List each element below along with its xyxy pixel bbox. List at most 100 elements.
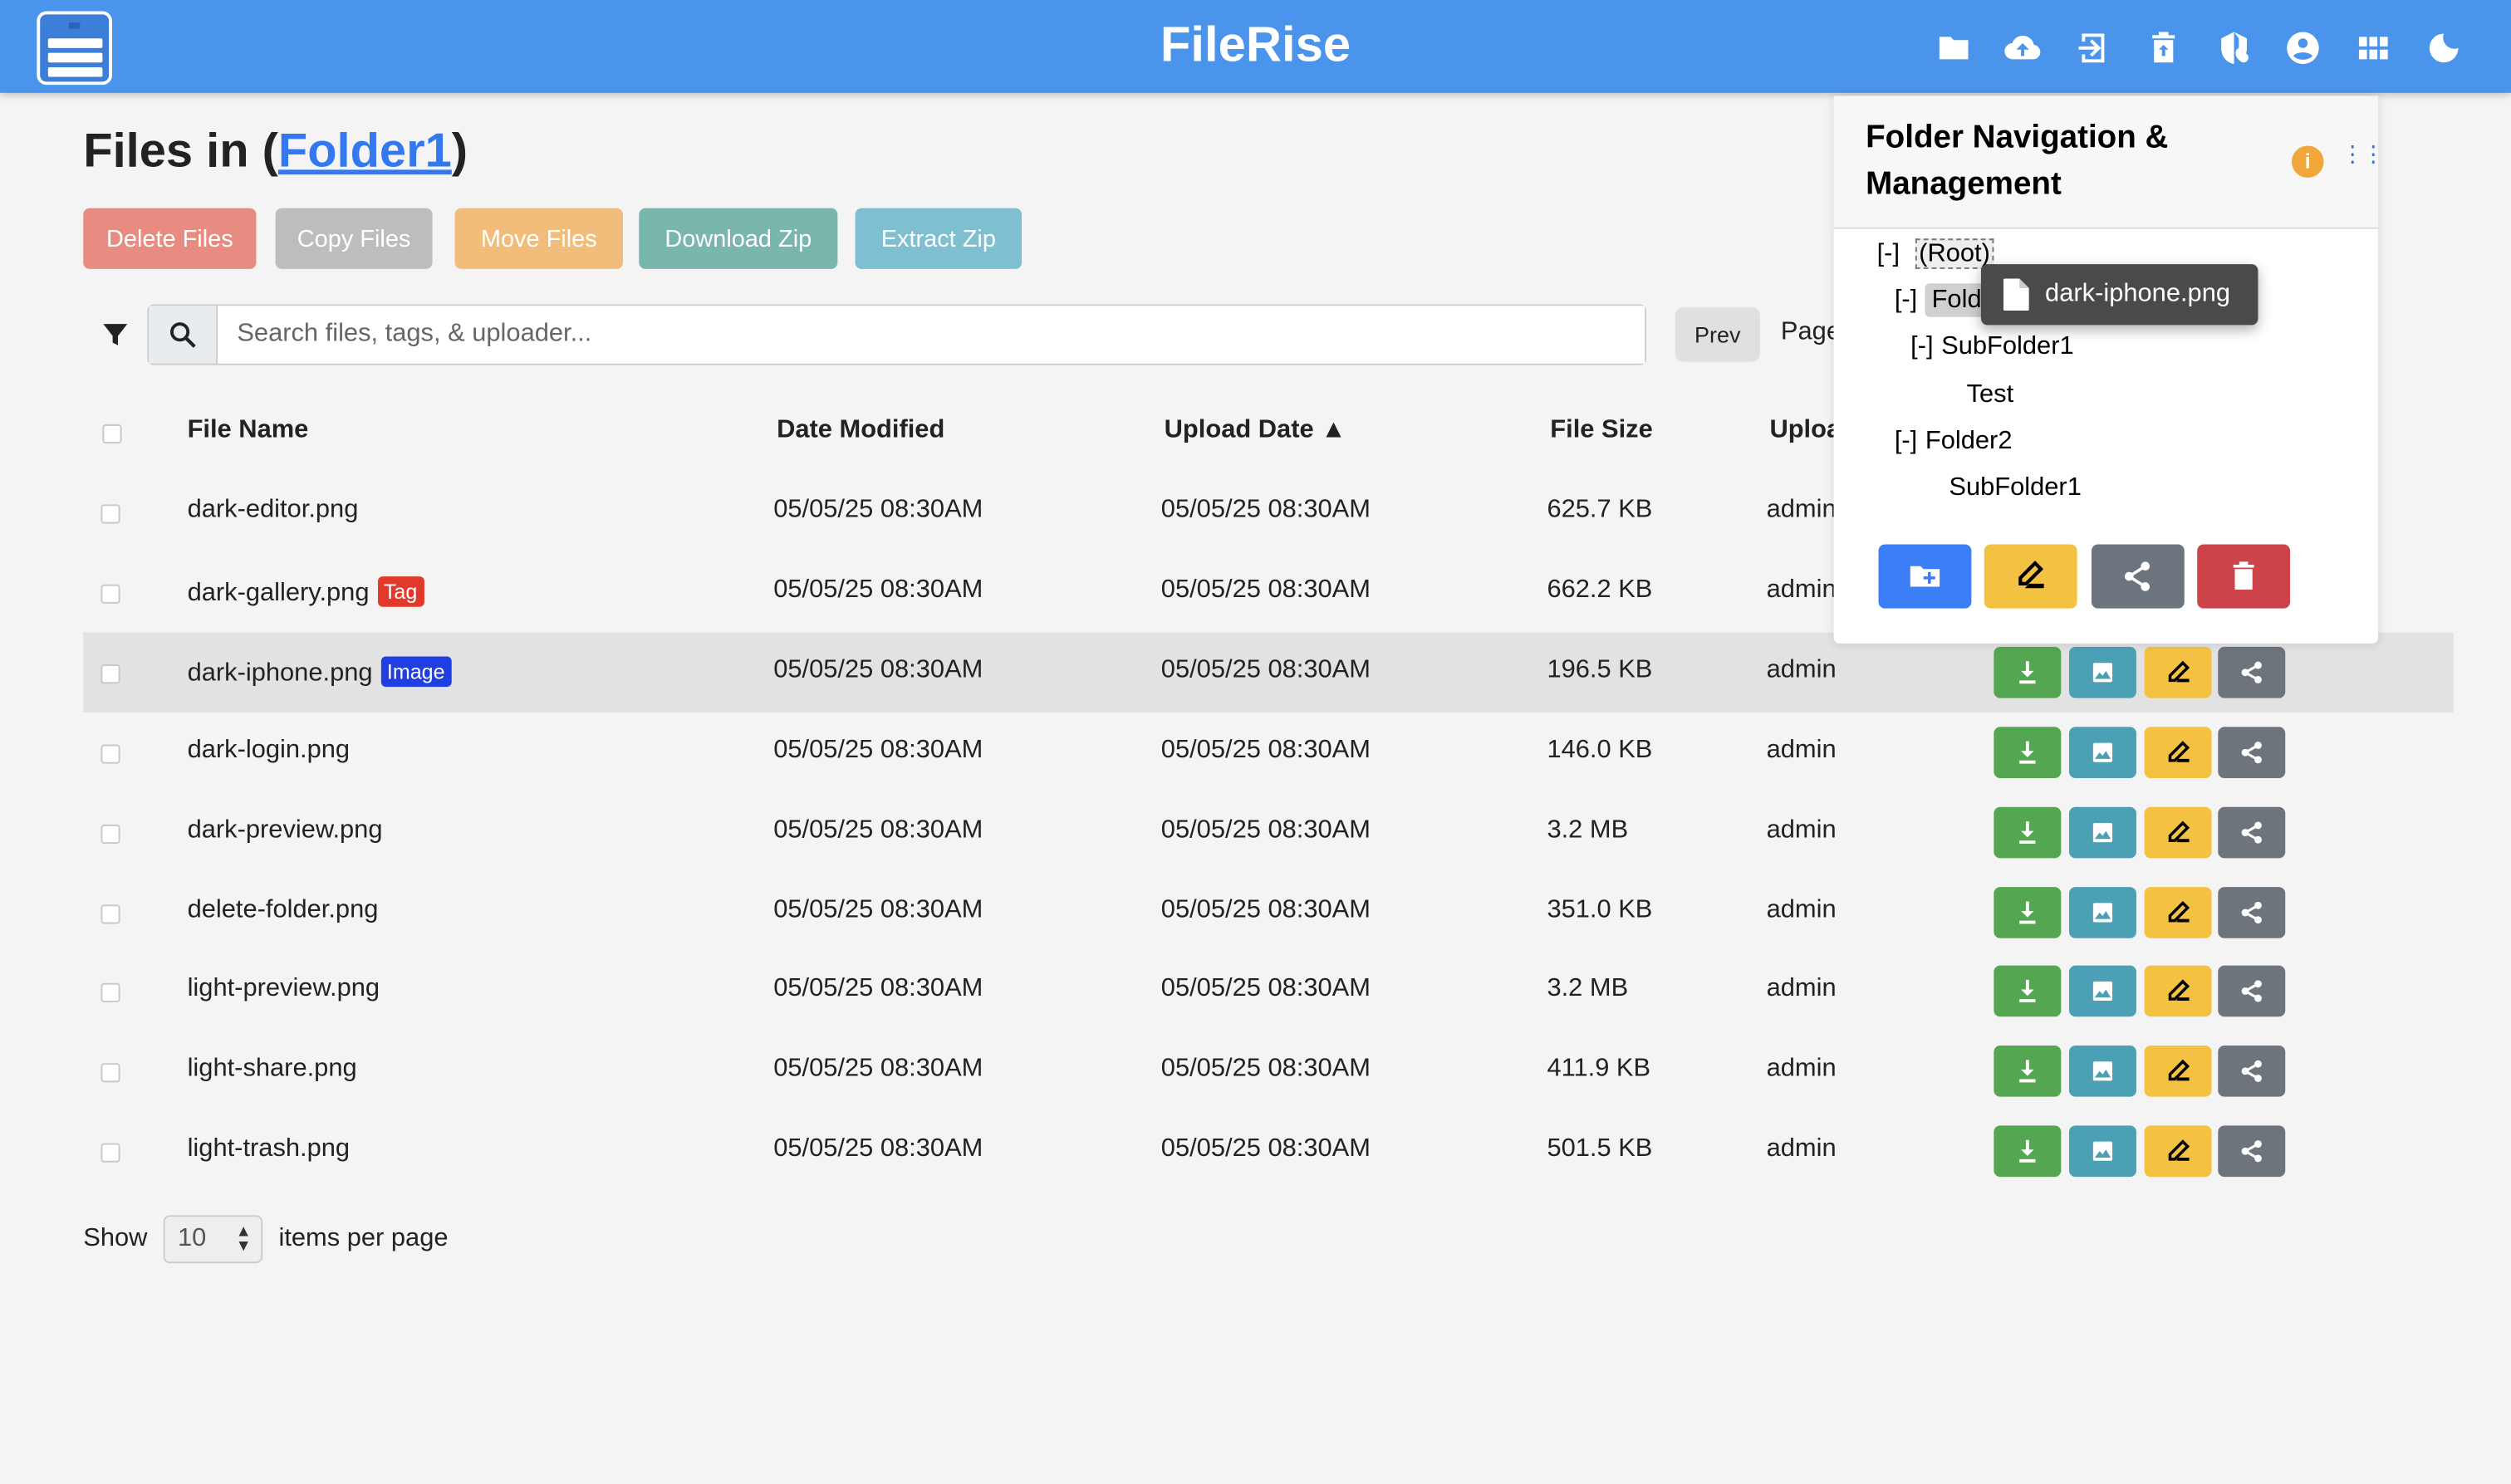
table-row[interactable]: dark-iphone.png Image 05/05/25 08:30AM 05… [83,632,2454,713]
preview-button[interactable] [2068,1046,2136,1098]
file-name-cell[interactable]: light-preview.png [188,976,380,1005]
file-name[interactable]: delete-folder.png [187,895,379,923]
column-file-name[interactable]: File Name [187,416,309,444]
table-row[interactable]: delete-folder.png 05/05/25 08:30AM 05/05… [83,872,2453,952]
file-name[interactable]: dark-login.png [187,736,351,764]
file-name-cell[interactable]: dark-preview.png [188,815,383,845]
table-row[interactable]: dark-preview.png 05/05/25 08:30AM 05/05/… [83,792,2453,872]
preview-button[interactable] [2068,726,2136,778]
rename-button[interactable] [2144,1046,2212,1098]
file-name-cell[interactable]: dark-editor.png [188,497,359,526]
row-checkbox[interactable] [101,504,120,524]
row-checkbox[interactable] [101,584,120,604]
file-tag-badge[interactable]: Image [380,656,452,687]
share-button[interactable] [2218,1125,2286,1178]
download-button[interactable] [1994,1046,2062,1098]
file-name[interactable]: dark-gallery.png [187,579,370,607]
rename-button[interactable] [2144,886,2212,938]
file-tag-badge[interactable]: Tag [377,575,424,607]
share-button[interactable] [2218,1046,2286,1098]
share-button[interactable] [2218,886,2286,938]
tree-toggle[interactable]: [-] [1876,240,1900,267]
file-name[interactable]: dark-iphone.png [187,659,373,687]
row-checkbox[interactable] [101,904,120,923]
preview-button[interactable] [2068,646,2136,698]
file-name[interactable]: light-share.png [187,1055,357,1083]
login-icon[interactable] [2074,29,2112,67]
file-name-cell[interactable]: light-share.png [188,1055,357,1085]
copy-files-button[interactable]: Copy Files [275,208,433,269]
dark-mode-moon-icon[interactable] [2425,29,2463,67]
download-button[interactable] [1994,966,2062,1018]
download-zip-button[interactable]: Download Zip [639,208,838,269]
download-button[interactable] [1994,726,2062,778]
column-file-size[interactable]: File Size [1550,416,1653,444]
file-name[interactable]: light-trash.png [187,1135,351,1163]
rename-button[interactable] [2144,1125,2212,1178]
select-all-checkbox[interactable] [102,424,122,444]
cloud-upload-icon[interactable] [2003,29,2042,67]
row-checkbox[interactable] [101,743,120,764]
tree-toggle[interactable]: [-] [1910,333,1934,361]
rename-button[interactable] [2144,726,2212,778]
preview-button[interactable] [2068,806,2136,858]
share-button[interactable] [2218,966,2286,1018]
download-button[interactable] [1994,646,2062,698]
row-checkbox[interactable] [101,983,120,1003]
tree-item[interactable]: SubFolder1 [1949,474,2081,503]
file-name[interactable]: light-preview.png [187,975,380,1003]
tree-toggle[interactable]: [-] [1894,287,1918,315]
file-name[interactable]: dark-editor.png [187,496,359,524]
tree-item-label[interactable]: Test [1966,380,2014,408]
restore-trash-icon[interactable] [2145,29,2183,67]
tree-item-label[interactable]: SubFolder1 [1941,333,2074,361]
tree-item[interactable]: [-] Folder2 [1895,427,2013,456]
file-name-cell[interactable]: dark-login.png [188,736,351,765]
table-row[interactable]: light-preview.png 05/05/25 08:30AM 05/05… [83,952,2453,1031]
preview-button[interactable] [2068,966,2136,1018]
folder-icon[interactable] [1935,29,1973,67]
delete-button[interactable] [2197,544,2291,609]
share-button[interactable] [2218,806,2286,858]
admin-shield-icon[interactable] [2214,29,2253,67]
tree-item-label[interactable]: Folder2 [1925,427,2013,455]
drag-handle-icon[interactable]: ⋮⋮ [2341,140,2385,167]
file-name-cell[interactable]: dark-gallery.png Tag [187,575,424,609]
file-name-cell[interactable]: light-trash.png [188,1135,350,1164]
extract-zip-button[interactable]: Extract Zip [855,208,1023,269]
delete-files-button[interactable]: Delete Files [83,208,257,269]
preview-button[interactable] [2068,886,2136,938]
prev-page-button[interactable]: Prev [1675,307,1760,362]
rename-button[interactable] [2144,806,2212,858]
apps-grid-icon[interactable] [2354,29,2392,67]
preview-button[interactable] [2068,1125,2136,1178]
move-files-button[interactable]: Move Files [454,208,623,269]
tree-item-label[interactable]: (Root) [1915,238,1994,269]
download-button[interactable] [1994,806,2062,858]
info-icon[interactable]: i [2291,145,2324,179]
column-date-modified[interactable]: Date Modified [777,416,945,444]
column-upload-date[interactable]: Upload Date ▲ [1164,416,1346,444]
table-row[interactable]: dark-login.png 05/05/25 08:30AM 05/05/25… [83,712,2453,791]
file-name-cell[interactable]: delete-folder.png [188,896,379,925]
items-per-page-select[interactable]: 10 ▲ ▼ [163,1215,263,1264]
share-button[interactable] [2218,646,2286,698]
search-input[interactable] [218,306,1645,364]
table-row[interactable]: light-share.png 05/05/25 08:30AM 05/05/2… [83,1031,2453,1111]
tree-item[interactable]: Test [1967,380,2014,409]
create-folder-button[interactable] [1878,544,1972,609]
tree-item[interactable]: [-] (Root) [1876,238,1994,269]
user-account-icon[interactable] [2283,29,2322,67]
rename-button[interactable] [2144,966,2212,1018]
row-checkbox[interactable] [101,824,120,844]
share-button[interactable] [2091,544,2185,609]
file-name[interactable]: dark-preview.png [187,815,383,844]
row-checkbox[interactable] [101,1143,120,1163]
logo[interactable] [37,11,112,86]
row-checkbox[interactable] [101,1063,120,1083]
current-folder-link[interactable]: Folder1 [277,125,452,179]
tree-item[interactable]: [-] SubFolder1 [1910,334,2074,363]
file-name-cell[interactable]: dark-iphone.png Image [188,656,452,688]
rename-button[interactable] [1984,544,2077,609]
filter-icon[interactable] [100,319,132,351]
